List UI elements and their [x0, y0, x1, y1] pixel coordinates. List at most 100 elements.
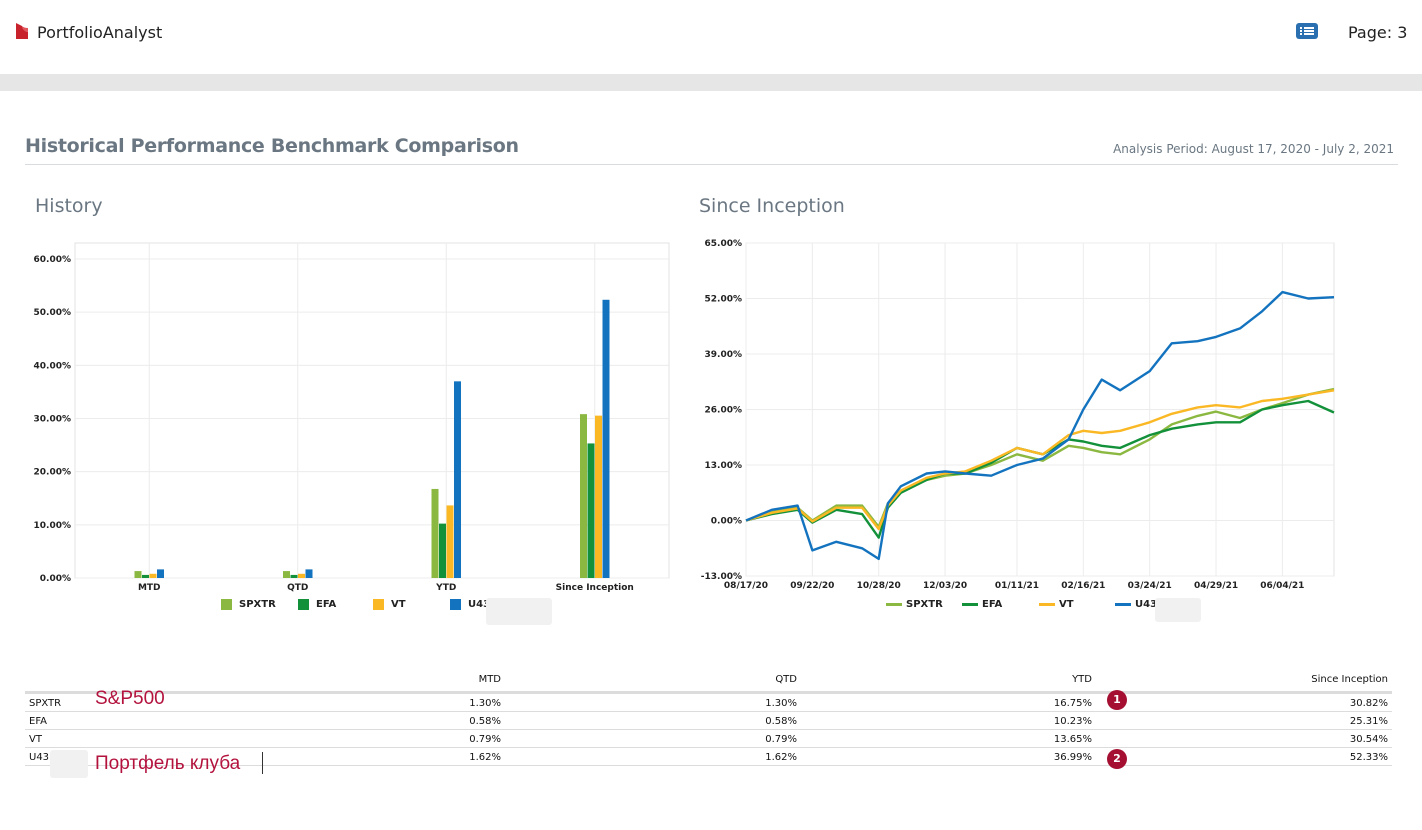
col-header-mtd: MTD — [478, 674, 501, 685]
cell-ytd: 16.75% — [1053, 698, 1092, 709]
bar-efa — [439, 523, 446, 578]
y-tick-label: 30.00% — [34, 415, 72, 425]
redacted-account-id — [1155, 598, 1201, 622]
cell-ytd: 13.65% — [1053, 734, 1092, 745]
history-legend-u43[interactable]: U43 — [450, 599, 490, 610]
legend-label: VT — [1059, 599, 1074, 610]
x-tick-label: Since Inception — [556, 583, 634, 593]
cell-mtd: 0.79% — [469, 734, 501, 745]
bar-spxtr — [580, 414, 587, 578]
x-tick-label: 10/28/20 — [857, 581, 901, 591]
page-number-label: Page: 3 — [1348, 23, 1408, 42]
legend-swatch — [450, 599, 461, 610]
table-row: U43 1.62% 1.62% 36.99% 52.33% — [25, 748, 1392, 766]
app-brand-name: PortfolioAnalyst — [37, 23, 163, 42]
cell-ytd: 36.99% — [1053, 752, 1092, 763]
annotation-sp500: S&P500 — [95, 688, 165, 709]
legend-swatch — [886, 603, 902, 606]
inception-legend-efa[interactable]: EFA — [962, 599, 1002, 610]
history-legend-vt[interactable]: VT — [373, 599, 406, 610]
legend-swatch — [1039, 603, 1055, 606]
x-tick-label: 12/03/20 — [923, 581, 967, 591]
annotation-badge-1: 1 — [1107, 690, 1127, 710]
y-tick-label: 26.00% — [705, 406, 743, 416]
table-row: EFA 0.58% 0.58% 10.23% 25.31% — [25, 712, 1392, 730]
legend-swatch — [298, 599, 309, 610]
cell-mtd: 1.30% — [469, 698, 501, 709]
y-tick-label: 60.00% — [34, 255, 72, 265]
cell-qtd: 0.58% — [765, 716, 797, 727]
portfolioanalyst-logo-icon — [16, 23, 28, 39]
bar-vt — [298, 573, 305, 578]
y-tick-label: -13.00% — [701, 572, 742, 582]
y-tick-label: 39.00% — [705, 350, 743, 360]
inception-legend-u43[interactable]: U43 — [1115, 599, 1157, 610]
row-name: SPXTR — [29, 698, 62, 709]
legend-swatch — [962, 603, 978, 606]
y-tick-label: 0.00% — [711, 517, 742, 527]
analysis-period: Analysis Period: August 17, 2020 - July … — [1113, 142, 1394, 156]
legend-swatch — [1115, 603, 1131, 606]
x-tick-label: YTD — [435, 583, 456, 593]
series-line-vt — [745, 389, 1335, 531]
history-legend-efa[interactable]: EFA — [298, 599, 336, 610]
cell-since-inception: 25.31% — [1349, 716, 1388, 727]
plot-frame — [74, 242, 670, 579]
redacted-account-id — [486, 598, 552, 625]
bar-u43 — [305, 569, 313, 578]
x-tick-label: 02/16/21 — [1061, 581, 1105, 591]
y-tick-label: 20.00% — [34, 468, 72, 478]
x-tick-label: 06/04/21 — [1260, 581, 1304, 591]
y-tick-label: 65.00% — [705, 239, 743, 249]
redacted-account-id — [50, 750, 88, 778]
bar-spxtr — [431, 488, 439, 578]
bar-efa — [587, 443, 595, 578]
table-header-row: MTD QTD YTD Since Inception — [25, 670, 1392, 690]
table-row: VT 0.79% 0.79% 13.65% 30.54% — [25, 730, 1392, 748]
top-bar: PortfolioAnalyst Page: 3 — [0, 0, 1422, 74]
col-header-qtd: QTD — [775, 674, 797, 685]
text-cursor — [262, 752, 263, 774]
annotation-badge-2: 2 — [1107, 749, 1127, 769]
header-divider-band — [0, 74, 1422, 91]
y-tick-label: 50.00% — [34, 308, 72, 318]
legend-label: VT — [391, 599, 406, 610]
legend-label: SPXTR — [239, 599, 276, 610]
inception-legend-vt[interactable]: VT — [1039, 599, 1074, 610]
history-bar-chart: 0.00% 10.00% 20.00% 30.00% 40.00% 50.00% 60.00… — [34, 242, 670, 593]
list-menu-icon[interactable] — [1296, 22, 1318, 40]
since-inception-line-chart: -13.00% 0.00% 13.00% 26.00% 39.00% 52.00% 65.0… — [701, 239, 1335, 591]
cell-qtd: 0.79% — [765, 734, 797, 745]
bar-vt — [595, 415, 602, 578]
history-legend-spxtr[interactable]: SPXTR — [221, 599, 276, 610]
cell-ytd: 10.23% — [1053, 716, 1092, 727]
annotation-club-portfolio: Портфель клуба — [95, 753, 241, 774]
legend-swatch — [221, 599, 232, 610]
history-legend: SPXTR EFA VT U43 — [0, 599, 690, 615]
y-tick-label: 0.00% — [40, 574, 71, 584]
bar-spxtr — [283, 571, 290, 578]
row-name: VT — [29, 734, 42, 745]
col-header-since-inception: Since Inception — [1311, 674, 1388, 685]
x-tick-label: MTD — [138, 583, 161, 593]
row-name: EFA — [29, 716, 47, 727]
legend-swatch — [373, 599, 384, 610]
y-tick-label: 10.00% — [34, 521, 72, 531]
table-row: SPXTR 1.30% 1.30% 16.75% 30.82% — [25, 694, 1392, 712]
x-tick-label: 03/24/21 — [1128, 581, 1172, 591]
bar-u43 — [157, 569, 164, 578]
bar-spxtr — [134, 571, 142, 578]
cell-since-inception: 30.54% — [1349, 734, 1388, 745]
legend-label: U43 — [1135, 599, 1158, 610]
cell-mtd: 1.62% — [469, 752, 501, 763]
x-tick-label: 08/17/20 — [724, 581, 768, 591]
bar-vt — [149, 573, 157, 578]
cell-since-inception: 30.82% — [1349, 698, 1388, 709]
legend-label: EFA — [982, 599, 1003, 610]
legend-label: SPXTR — [906, 599, 943, 610]
inception-legend-spxtr[interactable]: SPXTR — [886, 599, 943, 610]
x-tick-label: 09/22/20 — [790, 581, 834, 591]
col-header-ytd: YTD — [1072, 674, 1092, 685]
cell-qtd: 1.62% — [765, 752, 797, 763]
bar-u43 — [602, 299, 610, 578]
